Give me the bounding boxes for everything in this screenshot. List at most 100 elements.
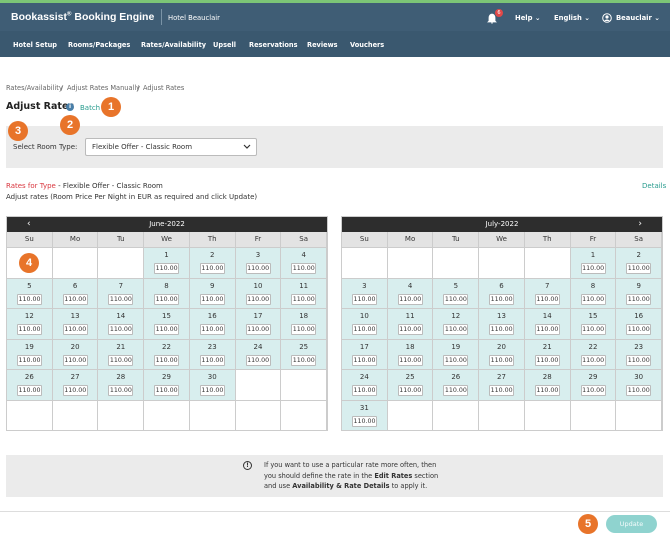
day-cell: 21 110.00	[98, 338, 145, 369]
day-cell	[433, 399, 480, 430]
rate-input[interactable]: 110.00	[62, 385, 88, 396]
language-menu[interactable]: English ⌄	[554, 14, 590, 22]
rate-input[interactable]: 110.00	[580, 263, 606, 274]
rate-input[interactable]: 110.00	[108, 385, 134, 396]
rate-input[interactable]: 110.00	[199, 263, 225, 274]
dropdown-arrow	[243, 144, 251, 149]
rate-input[interactable]: 110.00	[489, 293, 515, 305]
rate-input[interactable]: 110.00	[626, 324, 652, 335]
nav-item[interactable]: Vouchers	[350, 41, 385, 49]
user-menu[interactable]: Beauclair ⌄	[616, 14, 660, 22]
rate-input[interactable]: 110.00	[626, 385, 652, 396]
rate-input[interactable]: 110.00	[534, 354, 560, 366]
rate-input[interactable]: 110.00	[397, 324, 423, 335]
rate-input[interactable]: 110.00	[580, 293, 606, 305]
rate-input[interactable]: 110.00	[291, 354, 317, 366]
rate-input[interactable]: 110.00	[534, 385, 560, 396]
rate-input[interactable]: 110.00	[245, 354, 271, 366]
day-cell: 1 110.00	[144, 247, 190, 278]
rate-input[interactable]: 110.00	[108, 293, 134, 305]
rate-input[interactable]: 110.00	[352, 385, 377, 396]
details-link[interactable]: Details	[642, 182, 667, 190]
info-icon[interactable]: i	[66, 103, 74, 111]
nav-item[interactable]: Rooms/Packages	[68, 41, 131, 49]
day-cell	[342, 247, 388, 278]
rate-input[interactable]: 110.00	[580, 385, 606, 396]
week-row: 12 110.00 13 110.00 14 110.00 15 110.00 16 110.00…	[7, 308, 328, 339]
rate-input[interactable]: 110.00	[108, 324, 134, 335]
rate-input[interactable]: 110.00	[291, 263, 317, 274]
rate-input[interactable]: 110.00	[62, 354, 88, 366]
rate-input[interactable]: 110.00	[352, 324, 377, 335]
rate-input[interactable]: 110.00	[352, 415, 377, 427]
batch-link[interactable]: Batch	[80, 104, 101, 112]
bell-icon[interactable]	[487, 13, 497, 24]
day-cell	[7, 399, 53, 430]
rate-input[interactable]: 110.00	[626, 293, 652, 305]
rate-input[interactable]: 110.00	[199, 385, 225, 396]
rate-input[interactable]: 110.00	[397, 385, 423, 396]
prev-month[interactable]: ‹	[27, 219, 31, 229]
rate-input[interactable]: 110.00	[489, 324, 515, 335]
rate-input[interactable]: 110.00	[489, 354, 515, 366]
rate-input[interactable]: 110.00	[352, 293, 377, 305]
rate-input[interactable]: 110.00	[291, 293, 317, 305]
rate-input[interactable]: 110.00	[17, 385, 42, 396]
rate-input[interactable]: 110.00	[489, 385, 515, 396]
rate-input[interactable]: 110.00	[154, 263, 180, 274]
rate-input[interactable]: 110.00	[626, 354, 652, 366]
day-cell: 26 110.00	[7, 369, 53, 400]
day-cell	[52, 247, 99, 278]
rate-input[interactable]: 110.00	[580, 354, 606, 366]
day-number: 6	[72, 281, 78, 290]
rate-input[interactable]: 110.00	[397, 354, 423, 366]
day-cell: 19 110.00	[433, 338, 480, 369]
rate-input[interactable]: 110.00	[62, 293, 88, 305]
nav-item[interactable]: Rates/Availability	[141, 41, 207, 49]
month-label: July-2022	[485, 220, 519, 228]
info-bold: Availability & Rate Details	[292, 482, 390, 490]
rate-input[interactable]: 110.00	[17, 293, 42, 305]
rate-input[interactable]: 110.00	[199, 354, 225, 366]
breadcrumb-item[interactable]: Adjust Rates Manually	[67, 84, 141, 92]
rate-input[interactable]: 110.00	[154, 293, 180, 305]
rate-input[interactable]: 110.00	[397, 293, 423, 305]
rate-input[interactable]: 110.00	[154, 354, 180, 366]
day-number: 16	[207, 312, 217, 320]
next-month[interactable]: ›	[638, 219, 642, 229]
rate-input[interactable]: 110.00	[291, 324, 317, 335]
rate-input[interactable]: 110.00	[443, 293, 469, 305]
rate-input[interactable]: 110.00	[245, 324, 271, 335]
nav-item[interactable]: Hotel Setup	[13, 41, 58, 49]
room-type-select[interactable]: Flexible Offer - Classic Room	[85, 138, 257, 156]
rate-input[interactable]: 110.00	[199, 293, 225, 305]
rate-input[interactable]: 110.00	[443, 324, 469, 335]
rate-input[interactable]: 110.00	[580, 324, 606, 335]
update-button[interactable]: Update	[606, 515, 657, 533]
rate-input[interactable]: 110.00	[17, 354, 42, 366]
nav-item[interactable]: Reservations	[249, 41, 298, 49]
rate-input[interactable]: 110.00	[154, 385, 180, 396]
rate-input[interactable]: 110.00	[108, 354, 134, 366]
rate-input[interactable]: 110.00	[154, 324, 180, 335]
rate-input[interactable]: 110.00	[352, 354, 377, 366]
rate-input[interactable]: 110.00	[245, 263, 271, 274]
day-cell: 12 110.00	[433, 308, 480, 339]
rates-room: - Flexible Offer - Classic Room	[58, 182, 163, 190]
help-menu[interactable]: Help ⌄	[515, 14, 541, 22]
rate-input[interactable]: 110.00	[17, 324, 42, 335]
brand[interactable]: Bookassist® Booking Engine	[11, 11, 154, 23]
rate-input[interactable]: 110.00	[534, 293, 560, 305]
nav-item[interactable]: Upsell	[213, 41, 236, 49]
divider	[161, 9, 162, 25]
breadcrumb-item[interactable]: Rates/Availability	[6, 84, 63, 92]
rate-input[interactable]: 110.00	[443, 354, 469, 366]
rate-input[interactable]: 110.00	[199, 324, 225, 335]
rate-input[interactable]: 110.00	[245, 293, 271, 305]
rate-input[interactable]: 110.00	[534, 324, 560, 335]
nav-item[interactable]: Reviews	[307, 41, 338, 49]
day-number: 16	[634, 312, 644, 320]
rate-input[interactable]: 110.00	[626, 263, 652, 274]
rate-input[interactable]: 110.00	[62, 324, 88, 335]
rate-input[interactable]: 110.00	[443, 385, 469, 396]
